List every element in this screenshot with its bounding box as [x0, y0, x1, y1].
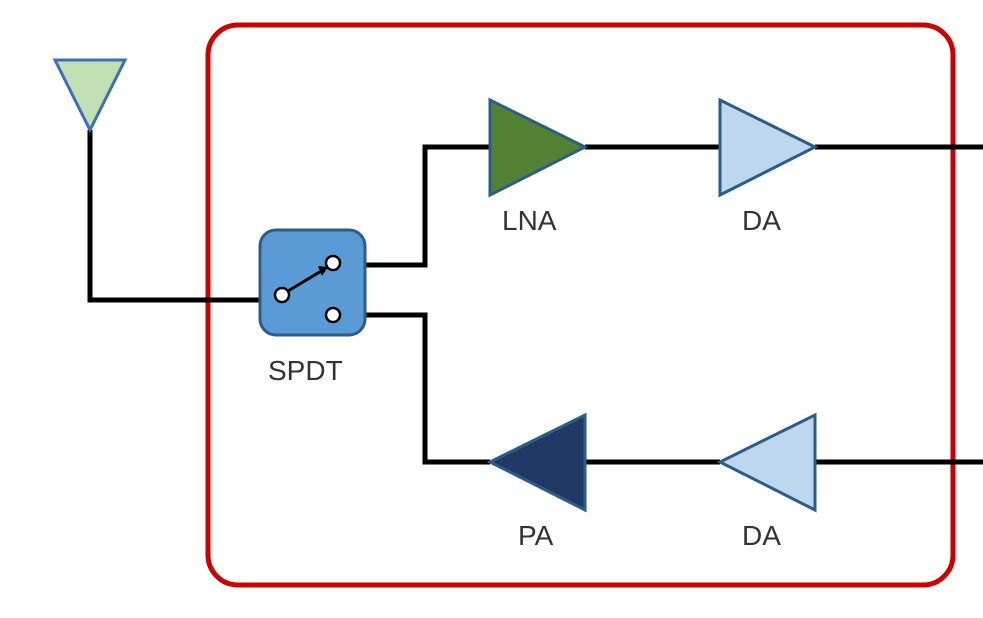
lna-amplifier [490, 100, 585, 195]
lna-label: LNA [502, 205, 556, 237]
wires [90, 130, 983, 462]
spdt-switch [260, 230, 365, 335]
spdt-label: SPDT [268, 355, 343, 387]
da-amplifier-bottom [720, 415, 815, 510]
da-top-label: DA [742, 205, 781, 237]
rf-block-diagram [0, 0, 983, 618]
da-amplifier-top [720, 100, 815, 195]
pa-label: PA [518, 520, 553, 552]
da-bottom-label: DA [742, 520, 781, 552]
pa-amplifier [490, 415, 585, 510]
antenna-icon [55, 60, 125, 130]
